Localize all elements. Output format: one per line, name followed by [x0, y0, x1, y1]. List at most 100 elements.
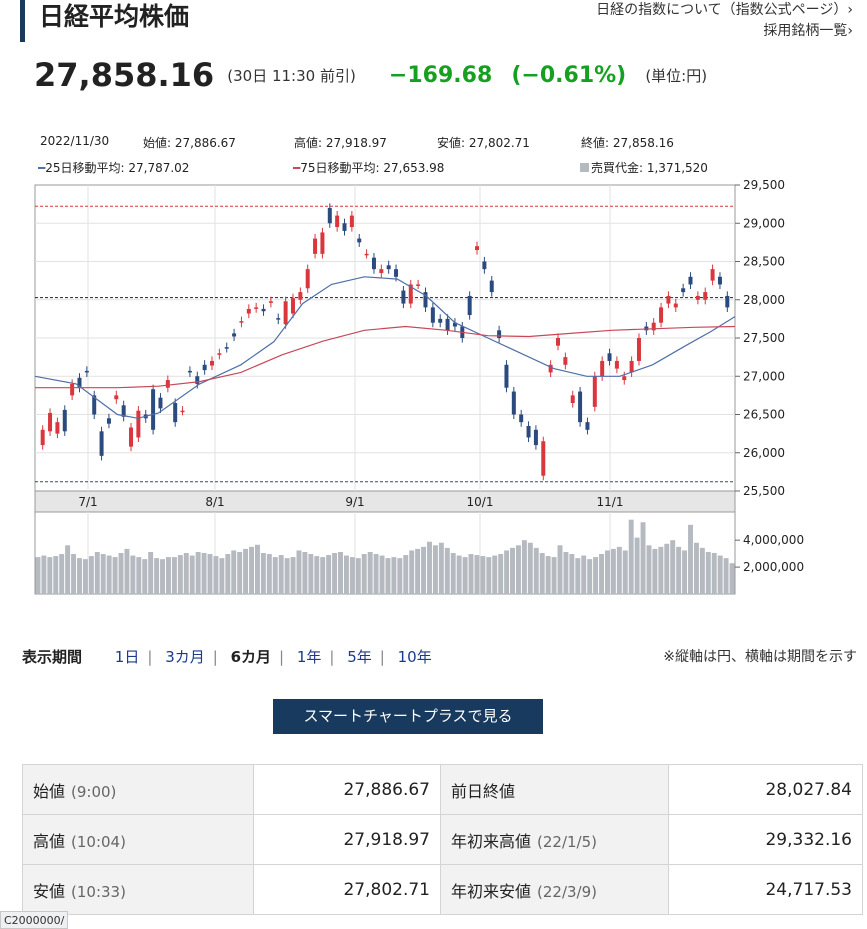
volume-tick-label: 4,000,000 — [743, 533, 804, 547]
volume-tick-label: 2,000,000 — [743, 560, 804, 574]
volume-bar — [314, 556, 320, 594]
period-10y[interactable]: 10年 — [397, 648, 432, 666]
candle-body — [651, 322, 656, 331]
candle-body — [232, 333, 237, 337]
chart-date: 2022/11/30 — [40, 134, 110, 148]
volume-bar — [599, 554, 604, 594]
volume-bar — [272, 557, 278, 594]
period-1d[interactable]: 1日 — [114, 648, 140, 666]
volume-bar — [225, 554, 231, 594]
period-1y[interactable]: 1年 — [296, 648, 322, 666]
y-tick-label: 26,500 — [743, 408, 785, 422]
volume-bar — [47, 557, 53, 594]
volume-bar — [391, 557, 397, 594]
candle-body — [254, 307, 259, 309]
x-tick-label: 11/1 — [597, 495, 624, 509]
table-row: 安値 (10:33) 27,802.71 年初来安値 (22/3/9) 24,717… — [22, 864, 863, 915]
volume-bar — [682, 550, 688, 594]
candle-body — [305, 269, 310, 289]
stat-label: 年初来安値 (22/3/9) — [440, 864, 669, 915]
candle-body — [710, 269, 715, 281]
candle-body — [106, 418, 111, 424]
period-6m[interactable]: 6カ月 — [230, 648, 272, 666]
x-tick-label: 10/1 — [467, 495, 494, 509]
candle-body — [136, 410, 141, 438]
candle-body — [386, 265, 391, 270]
price-change-percent: (−0.61%) — [511, 62, 627, 88]
index-info-link[interactable]: 日経の指数について（指数公式ページ）› — [596, 2, 853, 18]
candle-body — [401, 290, 406, 304]
candle-body — [673, 303, 678, 308]
volume-bar — [35, 557, 41, 594]
candle-body — [335, 215, 340, 228]
volume-bar — [717, 555, 723, 594]
candle-body — [394, 269, 399, 277]
axis-note: ※縦軸は円、横軸は期間を示す — [663, 649, 857, 665]
candle-body — [430, 307, 435, 323]
volume-bar — [142, 559, 148, 594]
x-tick-label: 9/1 — [345, 495, 364, 509]
x-tick-label: 8/1 — [205, 495, 224, 509]
volume-bar — [421, 546, 427, 594]
candle-body — [695, 295, 700, 300]
volume-bar — [498, 554, 504, 594]
volume-bar — [195, 551, 201, 594]
period-5y[interactable]: 5年 — [347, 648, 372, 666]
volume-bar — [284, 558, 290, 594]
candle-body — [475, 246, 480, 251]
candle-body — [114, 395, 119, 400]
volume-bar — [379, 555, 385, 594]
candle-body — [497, 330, 502, 338]
candle-body — [636, 338, 641, 361]
smart-chart-plus-button[interactable]: スマートチャートプラスで見る — [273, 699, 543, 734]
candle-body — [592, 376, 597, 407]
volume-bar — [106, 555, 112, 594]
candle-body — [666, 295, 671, 304]
ma75-line — [35, 325, 736, 389]
volume-bar — [231, 550, 237, 594]
chart-low: 安値: 27,802.71 — [437, 136, 530, 150]
volume-bar — [403, 555, 409, 594]
price-summary: 27,858.16 (30日 11:30 前引) −169.68 (−0.61%… — [34, 56, 707, 94]
candle-body — [290, 298, 295, 314]
volume-bar — [634, 537, 640, 594]
candle-body — [423, 292, 428, 308]
volume-bar — [183, 553, 189, 594]
volume-bar — [136, 557, 142, 594]
ma25-line — [34, 276, 736, 419]
y-tick-label: 27,000 — [743, 369, 785, 383]
volume-bar — [676, 546, 682, 594]
volume-bar — [545, 556, 551, 594]
volume-bar — [338, 551, 343, 594]
volume-bar — [616, 546, 622, 594]
candle-body — [489, 280, 494, 293]
stat-value: 24,717.53 — [668, 864, 863, 915]
volume-bar — [468, 554, 474, 594]
constituents-link[interactable]: 採用銘柄一覧› — [763, 23, 853, 39]
stat-value: 29,332.16 — [668, 814, 863, 865]
volume-bar — [65, 545, 71, 594]
candle-body — [210, 360, 214, 366]
volume-bar — [533, 547, 539, 594]
volume-bar — [320, 557, 326, 594]
volume-bar — [587, 559, 593, 594]
page-title-block: 日経平均株価 — [20, 0, 189, 42]
candle-body — [342, 223, 347, 231]
price-change: −169.68 — [388, 62, 493, 88]
candle-body — [607, 353, 612, 361]
volume-bar — [456, 555, 462, 594]
candle-body — [467, 295, 472, 316]
candle-body — [313, 238, 318, 254]
volume-bar — [124, 548, 130, 594]
period-3m[interactable]: 3カ月 — [165, 648, 205, 666]
candle-body — [445, 318, 450, 331]
candle-body — [151, 389, 156, 430]
volume-bar — [326, 555, 332, 594]
volume-bar — [213, 556, 219, 594]
candle-body — [187, 370, 192, 373]
volume-bar — [177, 555, 183, 594]
volume-bar — [516, 545, 521, 594]
stat-value: 27,918.97 — [253, 814, 441, 865]
volume-bar — [664, 543, 670, 594]
volume-bar — [593, 557, 599, 594]
